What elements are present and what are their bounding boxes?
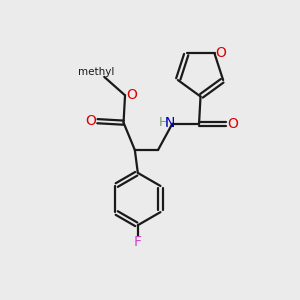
- Text: F: F: [134, 235, 142, 248]
- Text: O: O: [227, 117, 238, 131]
- Text: H: H: [159, 116, 168, 129]
- Text: methyl: methyl: [78, 68, 114, 77]
- Text: O: O: [126, 88, 137, 102]
- Text: O: O: [216, 46, 226, 60]
- Text: O: O: [85, 114, 96, 128]
- Text: N: N: [165, 116, 175, 130]
